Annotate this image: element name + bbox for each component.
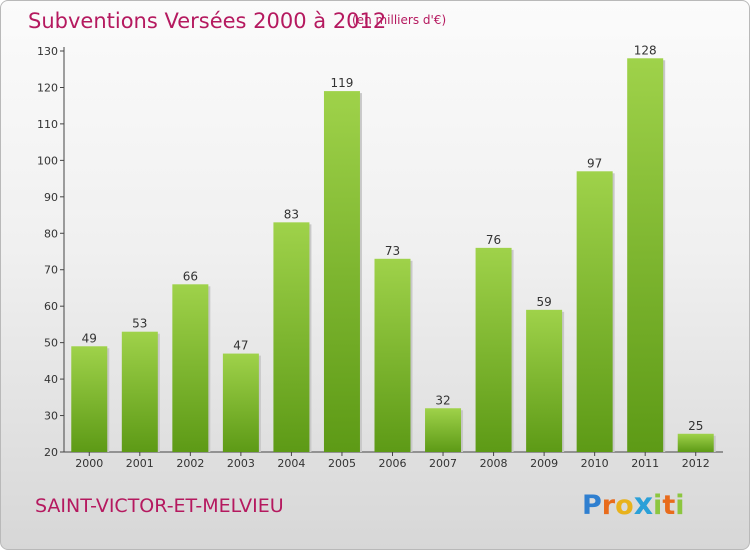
bar-2010[interactable] [576, 171, 613, 453]
bar-2003[interactable] [222, 353, 259, 452]
logo-letter: i [675, 490, 685, 521]
y-tick-label: 60 [44, 300, 58, 313]
bar-2002[interactable] [172, 284, 209, 452]
x-tick-label: 2011 [631, 457, 659, 470]
commune-name: SAINT-VICTOR-ET-MELVIEU [35, 495, 284, 517]
x-tick-label: 2010 [581, 457, 609, 470]
bar-2006[interactable] [374, 258, 411, 452]
x-tick-label: 2008 [480, 457, 508, 470]
bar-value-label: 73 [385, 244, 400, 258]
y-tick-label: 100 [37, 154, 58, 167]
x-tick-label: 2004 [277, 457, 305, 470]
bar-2012[interactable] [677, 433, 714, 452]
bar-2009[interactable] [526, 309, 563, 452]
y-tick-label: 20 [44, 446, 58, 459]
proxiti-logo[interactable]: Proxiti [582, 487, 685, 522]
x-tick-label: 2000 [75, 457, 103, 470]
x-tick-label: 2012 [682, 457, 710, 470]
y-tick-label: 90 [44, 191, 58, 204]
bar-value-label: 76 [486, 233, 501, 247]
x-tick-label: 2003 [227, 457, 255, 470]
x-tick-label: 2005 [328, 457, 356, 470]
bar-value-label: 47 [233, 339, 248, 353]
logo-letter: P [582, 490, 602, 521]
bar-value-label: 32 [435, 393, 450, 407]
bar-2000[interactable] [71, 346, 108, 452]
bar-value-label: 128 [634, 43, 657, 57]
bar-value-label: 53 [132, 317, 147, 331]
y-tick-label: 50 [44, 337, 58, 350]
y-tick-label: 120 [37, 81, 58, 94]
bar-2008[interactable] [475, 247, 512, 452]
x-tick-label: 2007 [429, 457, 457, 470]
x-tick-label: 2009 [530, 457, 558, 470]
y-tick-label: 30 [44, 410, 58, 423]
y-tick-label: 40 [44, 373, 58, 386]
bar-2004[interactable] [273, 222, 310, 452]
y-tick-label: 110 [37, 118, 58, 131]
bar-value-label: 66 [183, 269, 198, 283]
chart-labels: 2000 49 2001 53 2002 66 2003 47 2004 83 2005 119 200… [75, 43, 709, 470]
x-tick-label: 2006 [379, 457, 407, 470]
bar-2011[interactable] [627, 58, 664, 453]
x-tick-label: 2002 [176, 457, 204, 470]
bar-value-label: 59 [536, 295, 551, 309]
bar-value-label: 97 [587, 156, 602, 170]
bar-2007[interactable] [425, 408, 462, 452]
chart-bars [71, 58, 716, 453]
bar-2001[interactable] [121, 331, 158, 452]
bar-value-label: 49 [82, 331, 97, 345]
logo-letter: r [601, 490, 616, 521]
logo-letter: i [653, 490, 663, 521]
y-tick-label: 70 [44, 264, 58, 277]
bar-value-label: 119 [331, 76, 354, 90]
x-tick-label: 2001 [126, 457, 154, 470]
y-tick-label: 130 [37, 45, 58, 58]
chart-axes: 20 30 40 50 60 70 80 90 100 110 120 130 [37, 45, 723, 459]
chart-subtitle: (en milliers d'€) [352, 13, 447, 27]
bar-value-label: 25 [688, 419, 703, 433]
logo-letter: o [615, 490, 634, 521]
logo-letter: t [662, 490, 676, 521]
logo-letter: x [633, 487, 654, 522]
bar-value-label: 83 [284, 207, 299, 221]
bar-2005[interactable] [323, 91, 360, 452]
y-tick-label: 80 [44, 227, 58, 240]
chart-title: Subventions Versées 2000 à 2012 [28, 9, 387, 33]
